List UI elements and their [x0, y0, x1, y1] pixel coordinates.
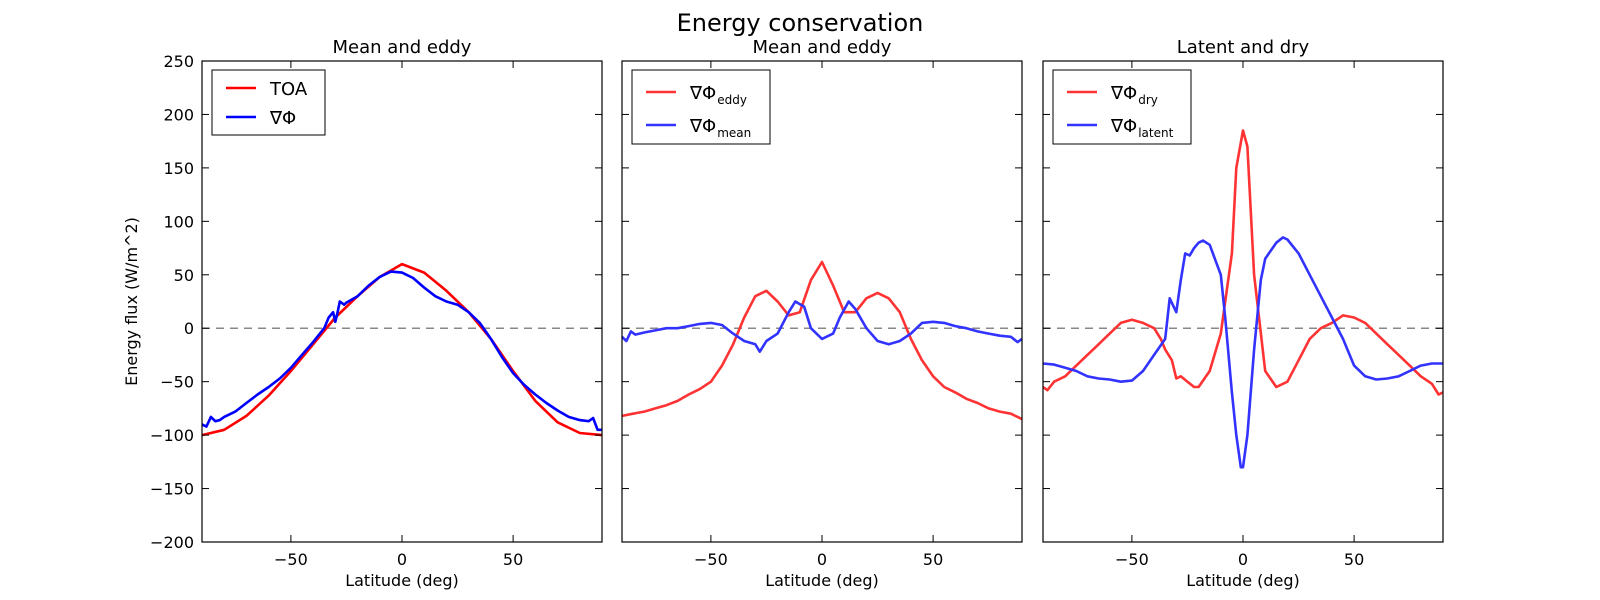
- legend: ∇Φdry∇Φlatent: [1052, 69, 1192, 145]
- chart-panel-1: Mean and eddy −50 0 50 −200 −150 −100 −50 0 50 100…: [122, 37, 603, 590]
- x-tick-label: 0: [1238, 550, 1248, 569]
- x-tick-label: 50: [503, 550, 523, 569]
- x-axis-label: Latitude (deg): [1186, 571, 1300, 590]
- series-line-1: [621, 260, 1023, 421]
- x-axis-label: Latitude (deg): [765, 571, 879, 590]
- legend-entry: ∇Φdry: [1110, 83, 1158, 107]
- y-tick-label: 100: [163, 212, 194, 231]
- legend: ∇Φeddy∇Φmean: [631, 69, 771, 145]
- series-line-2: [621, 300, 1023, 353]
- legend-entry-subscript: latent: [1138, 126, 1173, 140]
- y-tick-label: −50: [160, 373, 194, 392]
- y-tick-label: 250: [163, 52, 194, 71]
- y-tick-label: −200: [150, 533, 194, 552]
- legend-box: [631, 69, 771, 145]
- x-tick-label: 50: [1344, 550, 1364, 569]
- x-axis-label: Latitude (deg): [345, 571, 459, 590]
- legend-entry-subscript: mean: [717, 126, 751, 140]
- x-tick-label: −50: [694, 550, 728, 569]
- y-tick-label: 150: [163, 159, 194, 178]
- x-tick-label: 50: [923, 550, 943, 569]
- y-tick-label: −100: [150, 426, 194, 445]
- legend-entry: ∇Φmean: [689, 116, 751, 140]
- series-line-1: [1042, 129, 1444, 396]
- legend-entry: ∇Φ: [269, 108, 296, 129]
- panel-title: Mean and eddy: [333, 37, 472, 58]
- y-tick-label: 50: [174, 266, 194, 285]
- legend-entry: ∇Φeddy: [689, 83, 747, 107]
- legend-entry-base: ∇Φ: [689, 83, 716, 104]
- legend-entry-subscript: dry: [1138, 93, 1158, 107]
- series-line-1: [201, 262, 603, 437]
- y-tick-label: −150: [150, 480, 194, 499]
- panel-title: Mean and eddy: [753, 37, 892, 58]
- series-line-2: [201, 270, 602, 432]
- legend-entry-base: ∇Φ: [1110, 83, 1137, 104]
- legend: TOA ∇Φ: [211, 69, 326, 136]
- x-tick-label: −50: [274, 550, 308, 569]
- legend-entry-base: ∇Φ: [1110, 116, 1137, 137]
- x-tick-label: −50: [1115, 550, 1149, 569]
- chart-panels: Mean and eddy −50 0 50 −200 −150 −100 −50 0 50 100…: [122, 37, 1444, 590]
- legend-entry: TOA: [269, 79, 308, 100]
- panel-title: Latent and dry: [1177, 37, 1310, 58]
- figure-title: Energy conservation: [677, 9, 924, 37]
- legend-box: [1052, 69, 1192, 145]
- y-tick-label: 0: [184, 319, 194, 338]
- legend-box: [211, 69, 326, 136]
- x-tick-label: 0: [397, 550, 407, 569]
- x-tick-label: 0: [817, 550, 827, 569]
- legend-entry-base: ∇Φ: [689, 116, 716, 137]
- series-line-2: [1042, 236, 1443, 469]
- legend-entry: ∇Φlatent: [1110, 116, 1174, 140]
- y-axis-label: Energy flux (W/m^2): [122, 217, 141, 386]
- legend-entry-subscript: eddy: [717, 93, 747, 107]
- y-tick-label: 200: [163, 105, 194, 124]
